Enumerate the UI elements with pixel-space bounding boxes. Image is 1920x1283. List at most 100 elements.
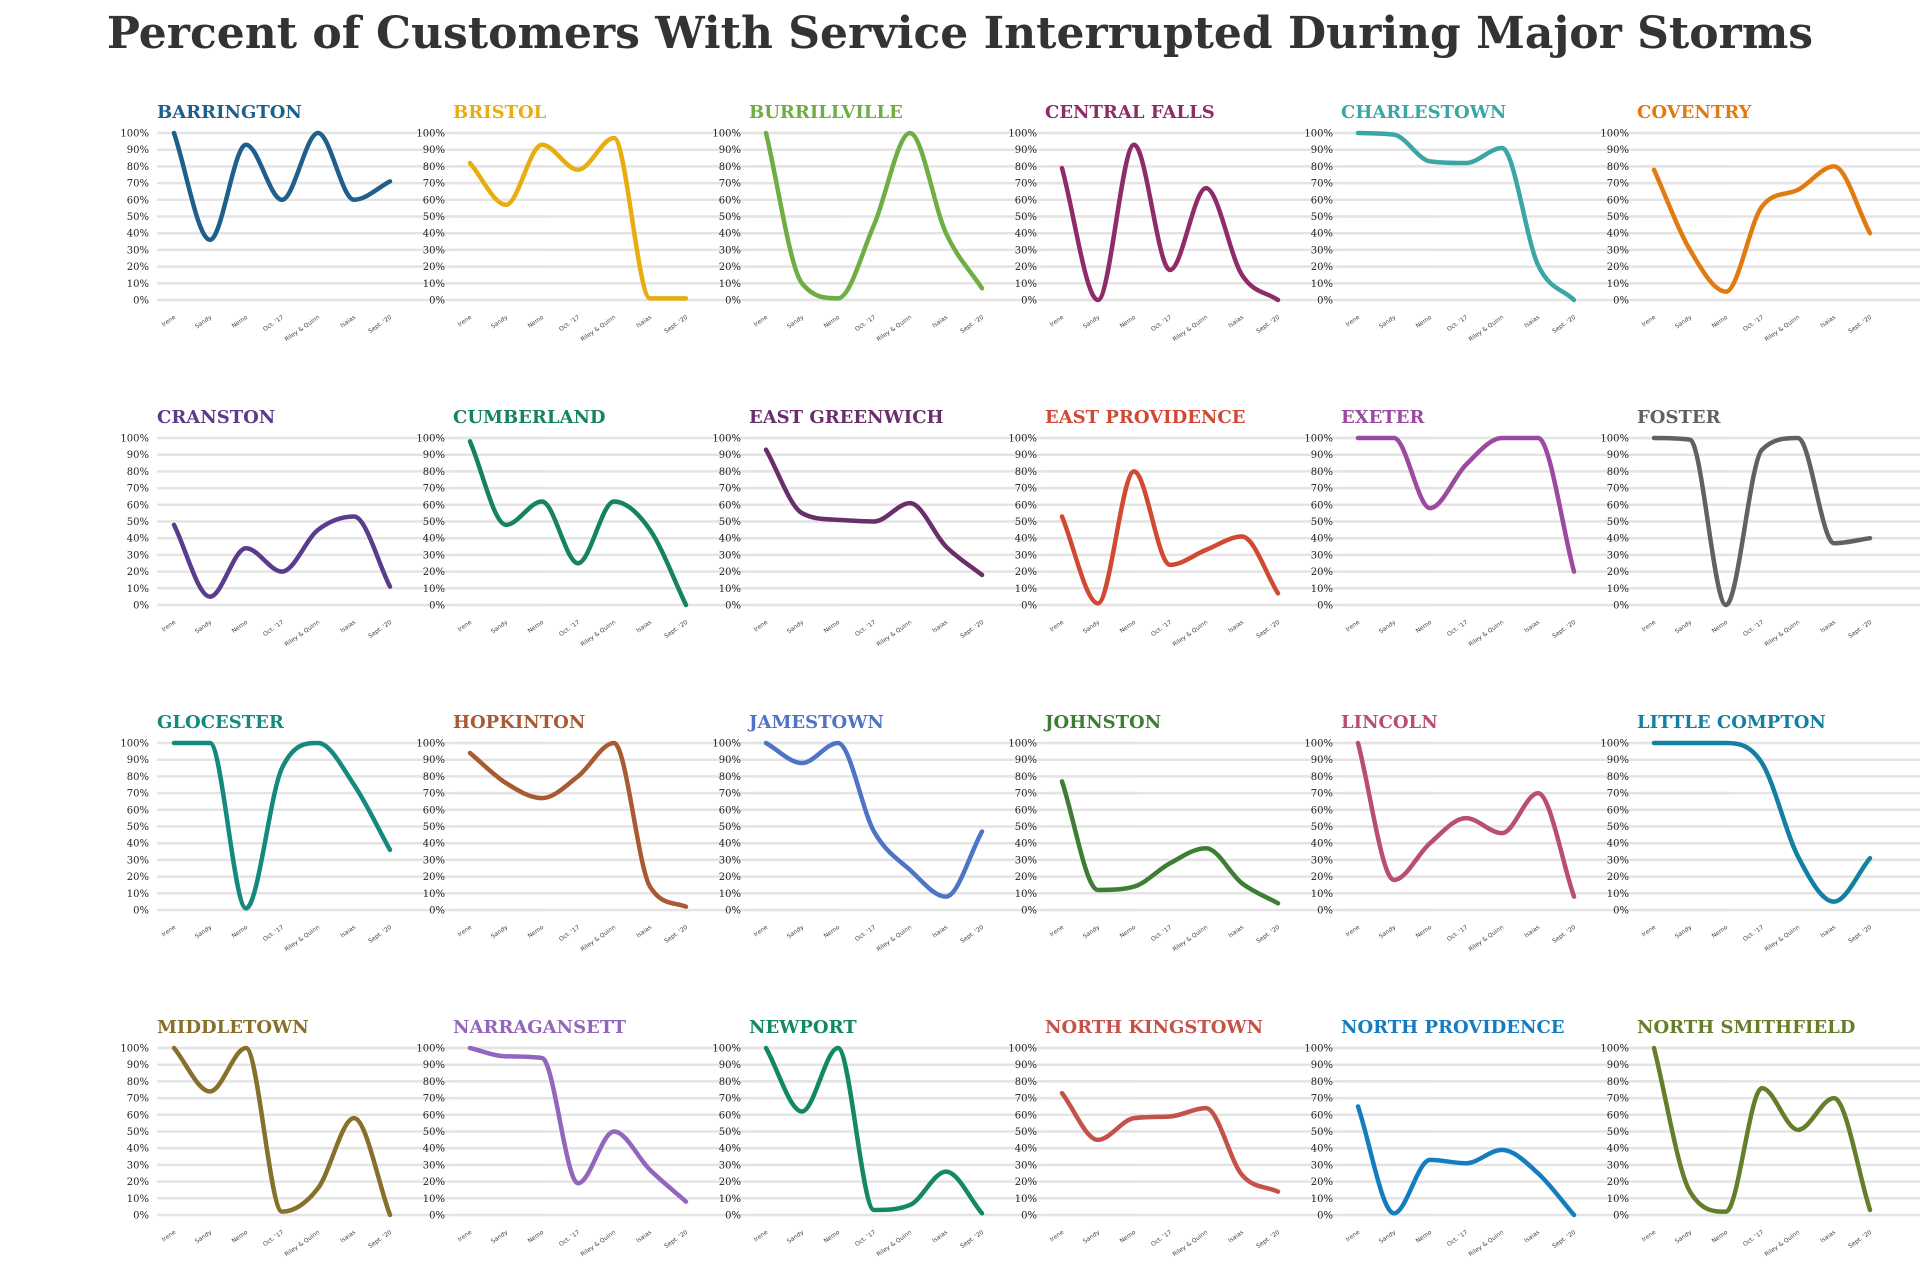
y-tick-label: 100% [120,129,149,140]
x-tick-label: Irene [1641,314,1658,329]
y-tick-label: 50% [1015,212,1037,223]
x-tick-label: Isaias [339,924,357,940]
y-tick-label: 100% [1304,129,1333,140]
x-tick-label: Isaias [1227,1229,1245,1245]
y-tick-label: 90% [1015,1060,1037,1071]
x-tick-label: Sept. '20 [1255,924,1281,945]
panel-glocester: GLOCESTER 100% 90% 80% 70% 60% 50% 40% 30% 20% 10%… [120,712,545,953]
town-label: BRISTOL [453,102,547,123]
x-tick-label: Nemo [1119,924,1138,940]
y-tick-label: 30% [719,855,741,866]
x-tick-label: Isaias [635,314,653,330]
x-tick-label: Riley & Quinn [1764,924,1802,953]
x-tick-label: Nemo [1415,619,1434,635]
x-tick-label: Nemo [823,1229,842,1245]
x-tick-label: Isaias [1819,1229,1837,1245]
series-line [1651,164,1873,294]
y-tick-label: 10% [1311,889,1333,900]
y-tick-label: 100% [416,129,445,140]
x-tick-label: Sept. '20 [663,1229,689,1250]
town-label: JAMESTOWN [747,712,884,733]
x-tick-label: Nemo [823,314,842,330]
y-tick-label: 80% [1607,772,1629,783]
x-tick-label: Isaias [1227,924,1245,940]
y-tick-label: 40% [127,839,149,850]
x-tick-label: Riley & Quinn [1468,924,1506,953]
x-tick-label: Irene [1049,314,1066,329]
y-tick-label: 30% [1015,245,1037,256]
y-tick-label: 10% [423,279,445,290]
y-tick-label: 10% [719,584,741,595]
x-tick-label: Sept. '20 [1255,619,1281,640]
y-tick-label: 20% [1607,872,1629,883]
y-tick-label: 20% [1311,567,1333,578]
y-tick-label: 0% [429,601,445,612]
town-label: LINCOLN [1341,712,1438,733]
x-tick-label: Isaias [931,314,949,330]
y-tick-label: 80% [1311,1077,1333,1088]
y-tick-label: 40% [1607,839,1629,850]
y-tick-label: 80% [127,467,149,478]
y-tick-label: 70% [1607,789,1629,800]
y-tick-label: 80% [1311,162,1333,173]
x-tick-label: Oct. '17 [558,1229,581,1248]
y-tick-label: 60% [127,1110,149,1121]
x-tick-label: Riley & Quinn [876,314,914,343]
y-tick-label: 0% [133,296,149,307]
x-tick-label: Riley & Quinn [1468,1229,1506,1258]
y-tick-label: 70% [127,484,149,495]
y-tick-label: 90% [127,755,149,766]
panel-coventry: COVENTRY 100% 90% 80% 70% 60% 50% 40% 30% 20% 10% 0… [1600,102,1920,343]
y-tick-label: 90% [1015,755,1037,766]
series-line [1059,1090,1281,1194]
y-tick-label: 50% [1607,822,1629,833]
y-tick-label: 20% [719,872,741,883]
x-tick-label: Sept. '20 [959,314,985,335]
y-tick-label: 100% [1008,129,1037,140]
x-tick-label: Irene [1345,1229,1362,1244]
y-tick-label: 30% [423,855,445,866]
y-tick-label: 60% [127,195,149,206]
x-tick-label: Isaias [1523,314,1541,330]
y-tick-label: 100% [416,1044,445,1055]
y-tick-label: 0% [1613,906,1629,917]
y-tick-label: 20% [1607,262,1629,273]
x-tick-label: Sandy [194,619,214,636]
y-tick-label: 50% [719,1127,741,1138]
x-tick-label: Sept. '20 [959,619,985,640]
x-tick-label: Isaias [1227,314,1245,330]
y-tick-label: 70% [719,179,741,190]
x-tick-label: Irene [1345,924,1362,939]
y-tick-label: 10% [1607,584,1629,595]
y-tick-label: 0% [1021,601,1037,612]
y-tick-label: 50% [719,822,741,833]
y-tick-label: 30% [1311,245,1333,256]
x-tick-label: Oct. '17 [1446,1229,1469,1248]
y-tick-label: 10% [1311,279,1333,290]
y-tick-label: 80% [1607,467,1629,478]
x-tick-label: Irene [753,924,770,939]
y-tick-label: 10% [127,1194,149,1205]
x-tick-label: Oct. '17 [1150,924,1173,943]
y-tick-label: 10% [719,1194,741,1205]
panel-north-providence: NORTH PROVIDENCE 100% 90% 80% 70% 60% 50% 40% 30… [1304,1017,1729,1258]
y-tick-label: 90% [719,450,741,461]
y-tick-label: 80% [1015,1077,1037,1088]
panel-barrington: BARRINGTON 100% 90% 80% 70% 60% 50% 40% 30% 20% 10… [120,102,545,343]
y-tick-label: 50% [127,212,149,223]
y-tick-label: 50% [1311,212,1333,223]
y-tick-label: 80% [423,162,445,173]
y-tick-label: 90% [719,145,741,156]
x-tick-label: Riley & Quinn [876,1229,914,1258]
y-tick-label: 90% [423,145,445,156]
x-tick-label: Irene [1345,314,1362,329]
y-tick-label: 60% [1015,195,1037,206]
series-line [1355,130,1577,303]
y-tick-label: 10% [1015,1194,1037,1205]
y-tick-label: 70% [1607,1094,1629,1105]
y-tick-label: 0% [133,601,149,612]
y-tick-label: 100% [1008,434,1037,445]
x-tick-label: Sandy [1082,314,1102,331]
y-tick-label: 30% [719,245,741,256]
y-tick-label: 80% [719,467,741,478]
